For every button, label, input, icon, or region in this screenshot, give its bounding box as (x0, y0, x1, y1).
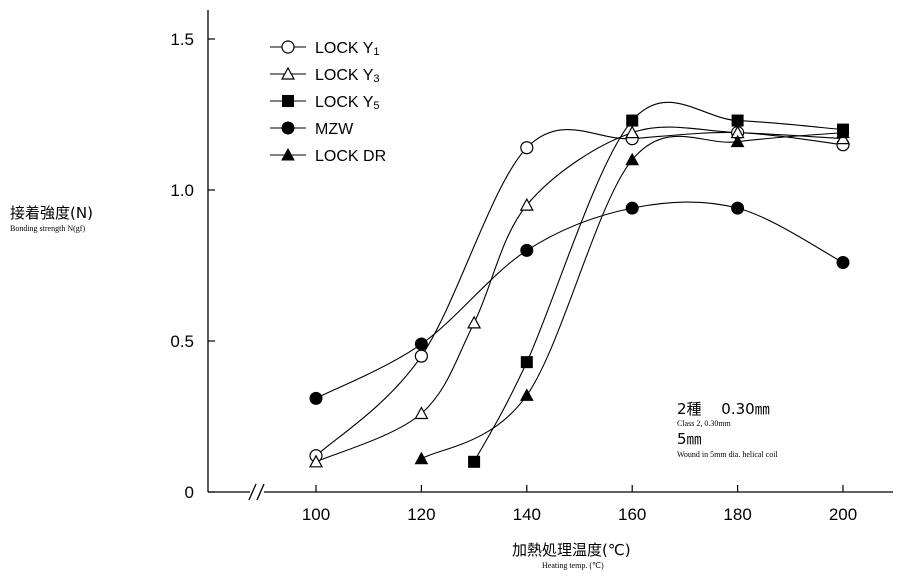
x-tick-label: 100 (302, 505, 330, 524)
data-point-series-5 (836, 125, 850, 139)
data-point-series-5 (625, 152, 640, 166)
data-point-series-5 (519, 388, 534, 401)
data-point-series-5 (730, 134, 745, 148)
data-point-series-3 (731, 114, 744, 127)
data-point-series-2 (414, 406, 429, 420)
data-point-series-4 (731, 201, 745, 215)
data-point-series-1 (520, 141, 534, 155)
data-point-series-4 (309, 391, 323, 405)
chart-markers (308, 114, 851, 468)
x-tick-label: 120 (407, 505, 435, 524)
annotation-line2-en: Wound in 5mm dia. helical coil (677, 450, 778, 459)
annotation-line1-en: Class 2, 0.30mm (677, 419, 732, 428)
chart-legend: LOCK Y1 LOCK Y3 LOCK Y5 MZW LOCK DR (270, 40, 386, 165)
legend-marker (282, 95, 294, 107)
data-point-series-2 (835, 131, 851, 145)
y-axis-title-en: Bonding strength N(gf) (10, 224, 85, 233)
data-point-series-4 (625, 201, 639, 215)
y-axis-title: 接着強度(N) (10, 204, 93, 222)
data-point-series-3 (626, 114, 639, 127)
x-tick-label: 160 (618, 505, 646, 524)
axis-break-mark (248, 483, 257, 501)
series-line-4 (315, 201, 844, 399)
data-point-series-4 (414, 337, 428, 351)
y-tick-label: 0.5 (170, 332, 194, 351)
y-tick-label: 1.5 (170, 30, 194, 49)
data-point-series-2 (519, 197, 534, 211)
data-point-series-3 (520, 356, 533, 369)
legend-label: LOCK Y3 (315, 67, 380, 85)
data-point-series-5 (414, 451, 429, 465)
legend-marker (281, 40, 295, 54)
x-tick-label: 140 (513, 505, 541, 524)
data-point-series-4 (836, 255, 850, 269)
x-axis-title-en: Heating temp. (℃) (542, 561, 604, 570)
axis-break-mark (256, 483, 265, 501)
data-point-series-1 (414, 349, 428, 363)
x-axis-title: 加熱処理温度(℃) (512, 541, 631, 559)
x-tick-label: 200 (829, 505, 857, 524)
y-tick-label: 1.0 (170, 181, 194, 200)
legend-marker (281, 147, 295, 161)
legend-label: LOCK DR (315, 148, 386, 165)
y-tick-label: 0 (185, 483, 194, 502)
data-point-series-2 (308, 454, 324, 468)
legend-label: MZW (315, 121, 354, 138)
annotation-line2: 5㎜ (677, 430, 702, 448)
data-point-series-2 (625, 125, 640, 139)
series-line-5 (421, 132, 844, 460)
annotation-line1: 2種 0.30㎜ (677, 400, 770, 418)
chart-axes: 0 0.5 1.0 1.5 100 120 140 160 180 200 (170, 10, 893, 524)
x-tick-label: 180 (723, 505, 751, 524)
legend-label: LOCK Y5 (315, 94, 380, 112)
legend-marker (281, 121, 295, 135)
data-point-series-2 (467, 315, 482, 329)
data-point-series-4 (520, 243, 534, 257)
data-point-series-3 (468, 455, 481, 468)
series-line-3 (473, 101, 844, 463)
legend-label: LOCK Y1 (315, 40, 380, 58)
legend-marker (280, 66, 296, 80)
